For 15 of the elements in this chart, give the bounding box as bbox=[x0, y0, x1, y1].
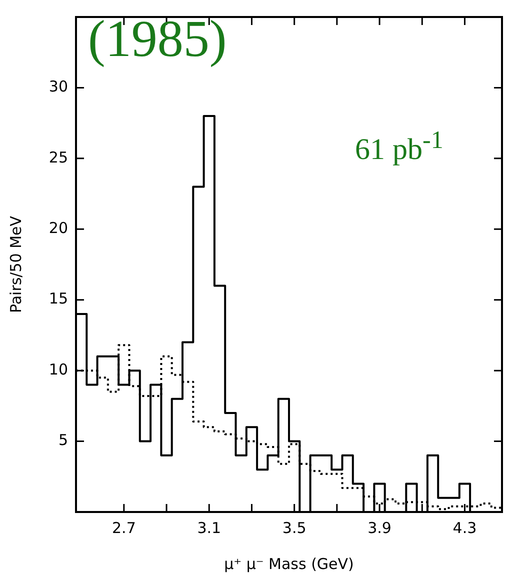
y-axis-title: Pairs/50 MeV bbox=[6, 215, 25, 314]
y-tick-label: 30 bbox=[48, 78, 68, 96]
y-tick-label: 25 bbox=[48, 148, 68, 166]
y-tick-label: 10 bbox=[48, 360, 68, 378]
x-tick-label: 2.7 bbox=[112, 518, 136, 537]
y-tick-label: 20 bbox=[48, 219, 68, 238]
annotation: (1985) bbox=[88, 11, 227, 68]
y-tick-label: 15 bbox=[48, 290, 68, 308]
x-tick-label: 3.5 bbox=[282, 518, 306, 537]
x-axis-title: μ⁺ μ⁻ Mass (GeV) bbox=[224, 554, 354, 573]
annotation: 61 pb$^{-1}$ bbox=[355, 127, 444, 166]
x-tick-label: 4.3 bbox=[452, 518, 477, 537]
x-tick-label: 3.9 bbox=[368, 518, 392, 537]
x-tick-label: 3.1 bbox=[197, 518, 222, 537]
y-tick-label: 5 bbox=[58, 431, 68, 450]
